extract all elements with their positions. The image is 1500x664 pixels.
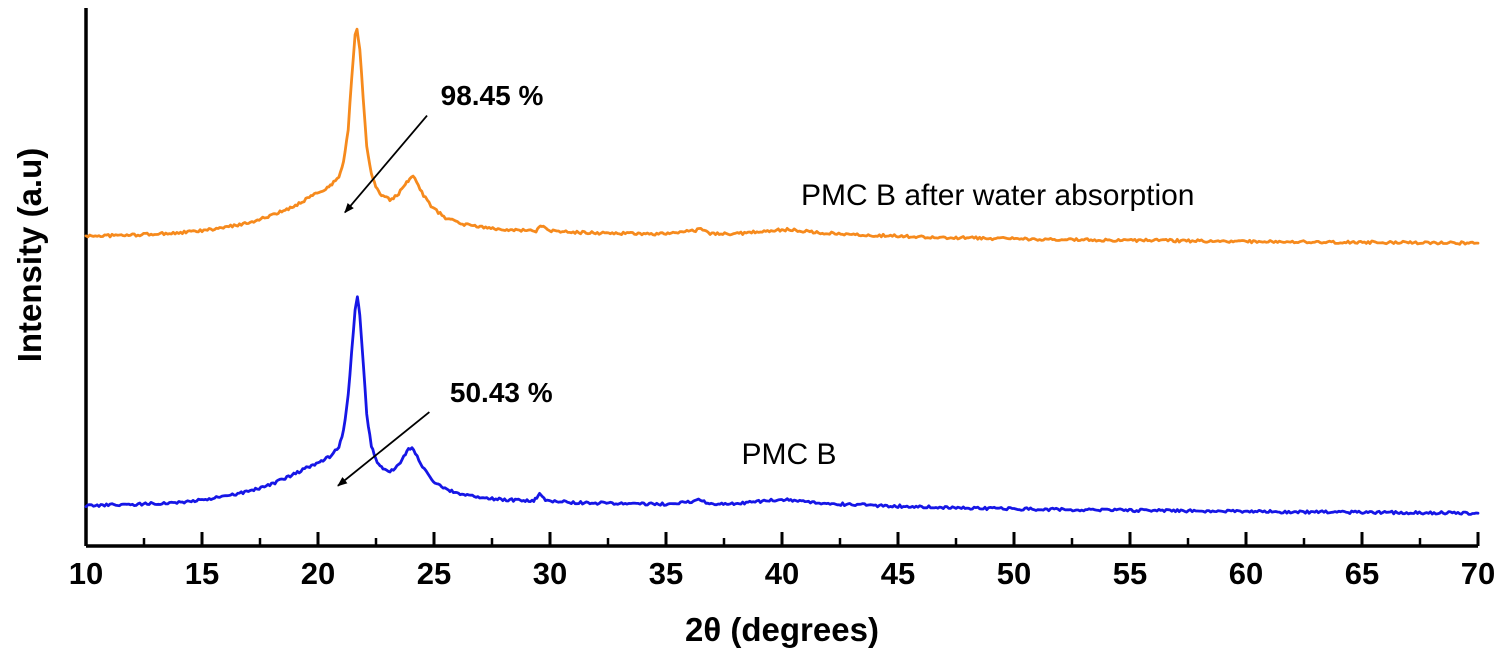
series-label-pmcb: PMC B: [741, 438, 837, 472]
annotation-crystallinity-pmcb: 50.43 %: [449, 377, 553, 409]
xrd-curve-1: [84, 295, 1480, 516]
x-tick-label: 15: [184, 556, 220, 591]
x-tick-label: 70: [1460, 556, 1496, 591]
x-tick-label: 35: [648, 556, 684, 591]
curves: [84, 27, 1480, 516]
x-axis-label: 2θ (degrees): [685, 611, 879, 648]
x-tick-label: 50: [996, 556, 1032, 591]
x-tick-label: 65: [1344, 556, 1380, 591]
x-tick-label: 55: [1112, 556, 1148, 591]
x-tick-label: 30: [532, 556, 568, 591]
y-axis-label: Intensity (a.u): [11, 147, 48, 363]
x-tick-label: 10: [68, 556, 104, 591]
annotation-arrow-0: [344, 115, 428, 214]
series-label-pmcb-after-water: PMC B after water absorption: [800, 178, 1195, 212]
x-tick-label: 20: [300, 556, 336, 591]
axes: [84, 8, 1480, 548]
x-tick-label: 40: [764, 556, 800, 591]
x-tick-label: 45: [880, 556, 916, 591]
xrd-curve-0: [84, 27, 1480, 246]
x-tick-label: 60: [1228, 556, 1264, 591]
x-tick-label: 25: [416, 556, 452, 591]
annotation-crystallinity-after-water: 98.45 %: [440, 80, 544, 112]
annotation-arrow-1: [337, 411, 430, 487]
annotation-arrows: [337, 115, 430, 487]
